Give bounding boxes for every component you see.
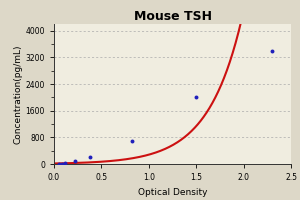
Point <box>129 139 134 142</box>
Point <box>270 49 274 52</box>
Title: Mouse TSH: Mouse TSH <box>134 10 212 23</box>
X-axis label: Optical Density: Optical Density <box>138 188 207 197</box>
Point <box>63 161 68 165</box>
Point <box>59 162 64 165</box>
Point <box>56 162 61 166</box>
Y-axis label: Concentration(pg/mL): Concentration(pg/mL) <box>14 44 23 144</box>
Point <box>73 159 77 162</box>
Point <box>194 96 199 99</box>
Point <box>88 156 92 159</box>
